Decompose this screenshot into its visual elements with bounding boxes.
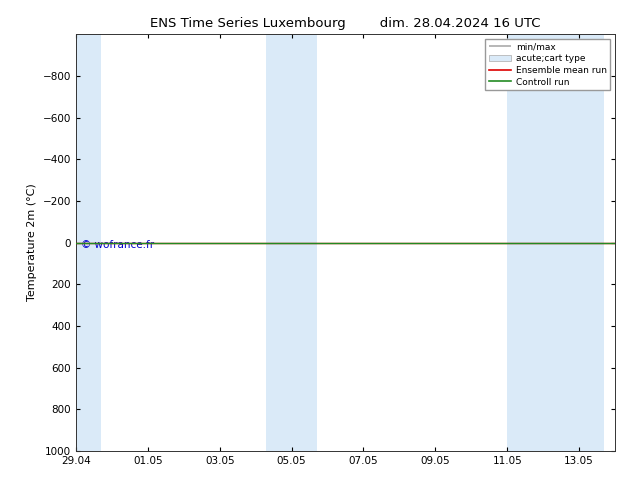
Bar: [266, 34, 317, 451]
Legend: min/max, acute;cart type, Ensemble mean run, Controll run: min/max, acute;cart type, Ensemble mean …: [485, 39, 611, 90]
Bar: [76, 34, 101, 451]
Bar: [507, 34, 604, 451]
Text: © wofrance.fr: © wofrance.fr: [81, 241, 155, 250]
Y-axis label: Temperature 2m (°C): Temperature 2m (°C): [27, 184, 37, 301]
Title: ENS Time Series Luxembourg        dim. 28.04.2024 16 UTC: ENS Time Series Luxembourg dim. 28.04.20…: [150, 17, 541, 30]
